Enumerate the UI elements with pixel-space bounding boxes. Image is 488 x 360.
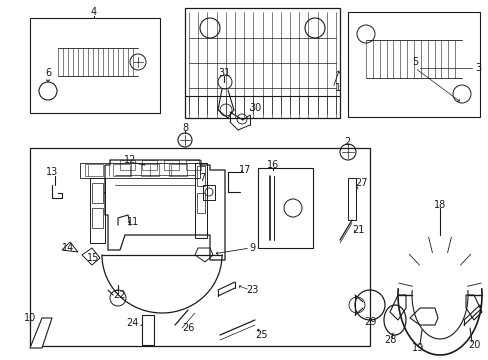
Text: 29: 29 — [363, 317, 375, 327]
Bar — [30, 148, 369, 346]
Bar — [30, 18, 160, 113]
Bar — [163, 160, 179, 170]
Text: 5: 5 — [411, 57, 417, 67]
Text: 28: 28 — [383, 335, 395, 345]
Bar — [185, 160, 201, 170]
Text: 20: 20 — [467, 340, 479, 350]
Text: 12: 12 — [123, 155, 136, 165]
Polygon shape — [195, 248, 213, 262]
Bar — [184, 8, 339, 118]
Bar — [85, 164, 103, 176]
Text: 4: 4 — [91, 7, 97, 17]
Text: 1: 1 — [334, 83, 340, 93]
Bar — [347, 12, 479, 117]
Text: 7: 7 — [199, 173, 204, 183]
Bar — [92, 208, 103, 228]
Text: 19: 19 — [411, 343, 423, 353]
Bar — [197, 166, 204, 186]
Text: 18: 18 — [433, 200, 445, 210]
Text: 22: 22 — [114, 290, 126, 300]
Text: 2: 2 — [343, 137, 349, 147]
Text: 8: 8 — [182, 123, 188, 133]
Text: 15: 15 — [87, 253, 99, 263]
Bar — [113, 164, 131, 176]
Text: 9: 9 — [248, 243, 255, 253]
Bar — [195, 163, 206, 238]
Polygon shape — [62, 242, 78, 252]
Polygon shape — [465, 295, 481, 320]
Text: 17: 17 — [238, 165, 251, 175]
Bar — [203, 185, 215, 200]
Bar — [92, 183, 103, 203]
Text: 10: 10 — [24, 313, 36, 323]
Text: 11: 11 — [126, 217, 139, 227]
Text: 27: 27 — [355, 178, 367, 188]
Polygon shape — [409, 308, 437, 325]
Polygon shape — [30, 318, 52, 348]
Text: 16: 16 — [266, 160, 279, 170]
Bar — [90, 178, 105, 243]
Bar — [197, 193, 204, 213]
Bar — [258, 168, 312, 248]
Polygon shape — [389, 295, 405, 320]
Text: 26: 26 — [182, 323, 194, 333]
Text: 31: 31 — [218, 68, 230, 78]
Bar — [120, 160, 135, 170]
Text: 25: 25 — [255, 330, 268, 340]
Bar — [142, 315, 154, 345]
Bar — [347, 178, 355, 220]
Bar — [141, 164, 159, 176]
Text: 14: 14 — [62, 243, 74, 253]
Bar — [80, 163, 200, 178]
Bar — [142, 160, 157, 170]
Text: 23: 23 — [245, 285, 258, 295]
Text: 6: 6 — [45, 68, 51, 78]
Bar — [169, 164, 186, 176]
Text: 30: 30 — [248, 103, 261, 113]
Text: 21: 21 — [351, 225, 364, 235]
Polygon shape — [82, 248, 100, 265]
Text: 13: 13 — [46, 167, 58, 177]
Text: 24: 24 — [125, 318, 138, 328]
Text: 3: 3 — [474, 63, 480, 73]
